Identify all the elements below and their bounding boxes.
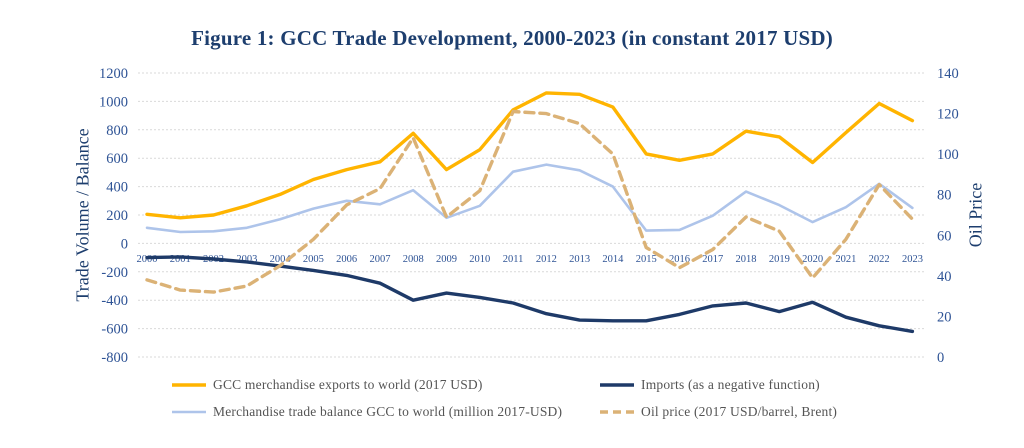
right-axis-tick: 140 [937,66,959,82]
x-axis-year-label: 2014 [602,254,624,265]
x-axis-year-label: 2005 [303,254,324,265]
left-axis-tick: 1000 [99,94,128,110]
left-axis-tick: 600 [106,151,128,167]
x-axis-year-label: 2011 [503,254,524,265]
left-axis-tick: 800 [106,123,128,139]
legend-item-exports: GCC merchandise exports to world (2017 U… [172,376,483,394]
x-axis-year-label: 2015 [636,254,657,265]
x-axis-year-label: 2006 [336,254,357,265]
left-axis-tick: 200 [106,208,128,224]
right-axis-tick: 120 [937,107,959,123]
legend-swatch-oil-price [600,410,634,414]
x-axis-year-label: 2021 [835,254,856,265]
x-axis-year-label: 2013 [569,254,590,265]
x-axis-year-label: 2001 [170,254,191,265]
right-axis-tick: 80 [937,188,952,204]
x-axis-year-label: 2003 [236,254,257,265]
chart-title: Figure 1: GCC Trade Development, 2000-20… [191,26,833,50]
x-axis-year-label: 2010 [469,254,490,265]
legend-swatch-exports [172,383,206,387]
left-axis-tick: 400 [106,180,128,196]
series-line-oil-price [145,109,915,294]
x-axis-year-label: 2018 [736,254,757,265]
x-axis-year-label: 2017 [702,254,723,265]
left-axis-tick: -600 [101,322,128,338]
right-axis-tick: 40 [937,269,952,285]
right-axis-tick: 100 [937,147,959,163]
legend-item-trade-balance: Merchandise trade balance GCC to world (… [172,403,562,421]
x-axis-year-label: 2000 [137,254,158,265]
x-axis-year-label: 2008 [403,254,424,265]
legend-label-imports: Imports (as a negative function) [641,377,820,392]
left-axis-tick: -200 [101,265,128,281]
series-line-exports [145,91,915,220]
x-axis-year-label: 2007 [369,254,390,265]
x-axis-year-label: 2009 [436,254,457,265]
legend-label-oil-price: Oil price (2017 USD/barrel, Brent) [641,404,838,419]
legend-swatch-trade-balance [172,410,206,414]
series-line-imports [145,255,915,334]
legend-swatch-imports [600,383,634,387]
legend-item-oil-price: Oil price (2017 USD/barrel, Brent) [600,403,837,421]
x-axis-year-label: 2022 [869,254,890,265]
right-axis-tick: 60 [937,228,952,244]
series-line-trade-balance [145,163,914,234]
legend-item-imports: Imports (as a negative function) [600,376,820,394]
left-axis-tick: 1200 [99,66,128,82]
x-axis-year-label: 2012 [536,254,557,265]
legend-label-trade-balance: Merchandise trade balance GCC to world (… [213,404,563,419]
x-axis-year-label: 2019 [769,254,790,265]
x-axis-year-label: 2016 [669,254,690,265]
left-axis-tick: -800 [101,350,128,366]
left-axis-tick: -400 [101,293,128,309]
legend-label-exports: GCC merchandise exports to world (2017 U… [213,377,483,392]
right-axis-tick: 0 [937,350,944,366]
x-axis-year-label: 2004 [270,254,292,265]
x-axis-year-label: 2023 [902,254,923,265]
x-axis-year-label: 2020 [802,254,823,265]
left-axis-tick: 0 [121,236,128,252]
right-axis-tick: 20 [937,309,952,325]
